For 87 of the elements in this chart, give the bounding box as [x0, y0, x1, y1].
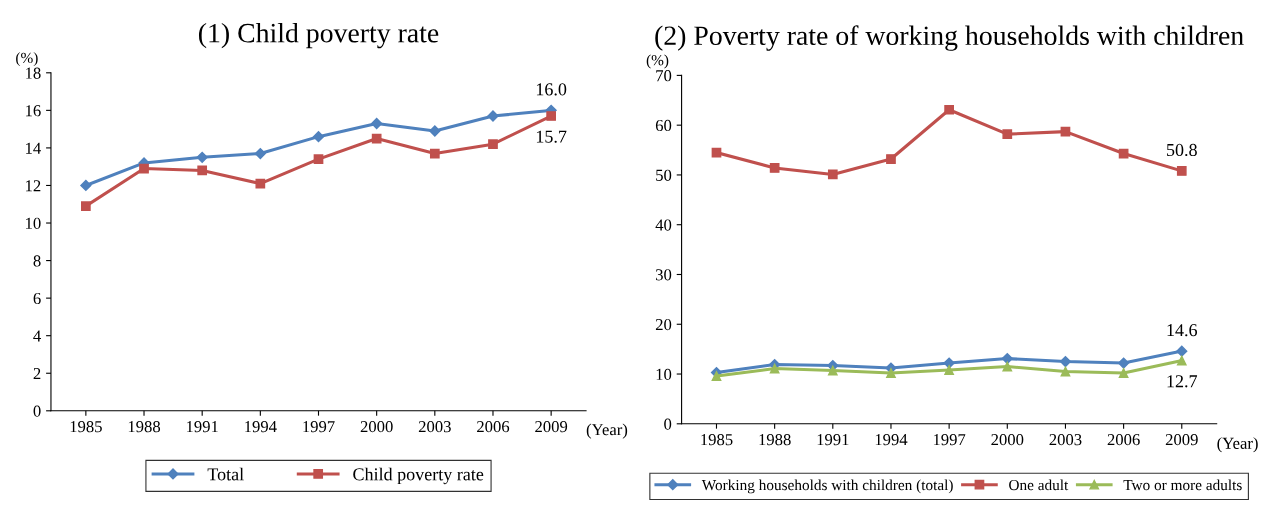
point: [371, 133, 382, 144]
point: [1059, 355, 1072, 368]
y-axis-title: (%): [646, 54, 669, 69]
x-tick-label: 1985: [701, 434, 733, 446]
y-tick-label: 18: [26, 67, 41, 79]
x-tick-label: 1988: [759, 434, 791, 446]
x-tick-label: 1994: [245, 421, 277, 433]
x-axis-title: (Year): [1217, 437, 1258, 453]
x-tick-label: 1994: [875, 434, 908, 446]
y-tick-label: 30: [656, 269, 672, 281]
point: [80, 179, 92, 192]
y-tick-label: 0: [664, 418, 672, 430]
x-tick-label: 2000: [360, 421, 393, 433]
point: [827, 365, 838, 376]
chart-title: (2) Poverty rate of working households with children: [655, 25, 1244, 51]
legend-label: Two or more adults: [1123, 479, 1242, 491]
legend-label: Total: [207, 467, 244, 481]
y-tick-label: 0: [33, 405, 41, 417]
annotation: 12.7: [1167, 375, 1198, 388]
annotation: 14.6: [1167, 324, 1198, 337]
point: [1176, 166, 1187, 176]
x-tick-label: 1991: [817, 434, 849, 446]
x-tick-label: 1997: [933, 434, 966, 446]
y-tick-label: 40: [655, 219, 672, 231]
y-tick-label: 8: [33, 255, 41, 267]
point: [429, 148, 440, 159]
y-tick-label: 10: [26, 217, 41, 229]
x-tick-label: 1997: [303, 421, 335, 433]
point: [1002, 129, 1013, 139]
point: [711, 371, 722, 381]
x-tick-label: 1985: [70, 421, 102, 433]
point: [886, 154, 896, 164]
y-tick-label: 70: [656, 70, 672, 82]
point: [312, 131, 325, 143]
x-tick-label: 2006: [1107, 434, 1140, 446]
point: [769, 363, 780, 374]
point: [1176, 345, 1188, 357]
point: [197, 165, 208, 176]
point: [1001, 352, 1013, 365]
x-tick-label: 2003: [1049, 434, 1082, 446]
x-tick-label: 2009: [1165, 434, 1198, 446]
y-tick-label: 10: [656, 368, 672, 380]
y-tick-label: 20: [655, 318, 672, 331]
x-tick-label: 1991: [186, 421, 218, 433]
x-tick-label: 2000: [991, 434, 1024, 446]
point: [827, 169, 838, 180]
y-tick-label: 2: [33, 367, 41, 380]
point: [1118, 357, 1130, 369]
point: [886, 368, 896, 378]
point: [488, 139, 498, 150]
y-tick-label: 6: [33, 292, 41, 305]
y-tick-label: 4: [33, 330, 41, 342]
point: [1118, 368, 1129, 378]
point: [546, 111, 557, 121]
point: [196, 151, 208, 163]
annotation: 50.8: [1167, 143, 1197, 157]
x-tick-label: 2006: [477, 421, 510, 433]
point: [255, 178, 266, 189]
point: [139, 163, 149, 174]
y-tick-label: 60: [655, 119, 672, 132]
y-tick-label: 16: [26, 105, 41, 117]
y-tick-label: 14: [26, 142, 41, 154]
y-axis-title: (%): [16, 52, 38, 67]
legend-label: Working households with children (total): [701, 479, 953, 494]
annotation: 16.0: [536, 83, 567, 96]
point: [371, 117, 383, 130]
y-tick-label: 50: [656, 169, 672, 181]
point: [254, 147, 266, 160]
x-tick-label: 2003: [418, 421, 451, 433]
legend-label: One adult: [1009, 479, 1069, 491]
point: [1060, 126, 1071, 137]
point: [944, 104, 954, 115]
point: [1060, 366, 1071, 377]
point: [313, 154, 324, 165]
annotation: 15.7: [536, 130, 567, 143]
y-tick-label: 12: [26, 180, 41, 192]
point: [769, 163, 780, 173]
point: [1002, 361, 1013, 372]
legend-label: Child poverty rate: [353, 467, 484, 485]
point: [429, 125, 441, 137]
point: [80, 201, 91, 211]
point: [944, 365, 954, 375]
x-tick-label: 1988: [128, 421, 161, 433]
point: [1176, 355, 1187, 366]
x-axis-title: (Year): [586, 423, 628, 439]
x-tick-label: 2009: [535, 421, 568, 433]
chart-title: (1) Child poverty rate: [199, 22, 439, 49]
